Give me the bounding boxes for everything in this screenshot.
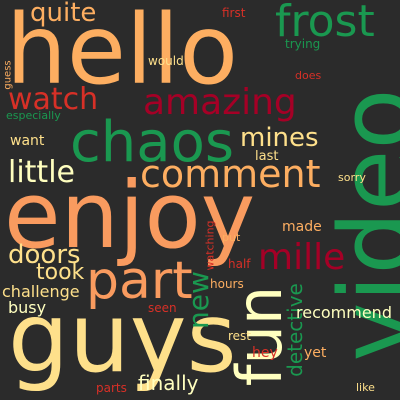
word-mille: mille xyxy=(258,237,346,278)
word-does: does xyxy=(295,69,322,82)
word-doors: doors xyxy=(8,240,81,270)
word-hours: hours xyxy=(210,277,244,291)
word-want: want xyxy=(10,133,45,149)
word-part: part xyxy=(86,251,193,311)
word-comment: comment xyxy=(140,152,321,196)
word-half: half xyxy=(228,257,251,271)
word-enjoy: enjoy xyxy=(4,162,256,269)
word-rest: rest xyxy=(228,329,252,343)
word-seen: seen xyxy=(148,301,177,315)
word-hey: hey xyxy=(252,345,278,361)
word-first: first xyxy=(222,6,246,20)
word-trying: trying xyxy=(285,37,321,51)
word-made: made xyxy=(282,219,322,235)
word-yet: yet xyxy=(304,345,327,361)
word-watch: watch xyxy=(8,82,99,117)
word-challenge: challenge xyxy=(2,282,80,301)
word-like: like xyxy=(356,381,375,394)
word-finally: finally xyxy=(138,371,199,395)
word-sorry: sorry xyxy=(338,171,366,184)
word-guys: guys xyxy=(8,282,237,394)
word-detective: detective xyxy=(282,283,307,377)
word-quite: quite xyxy=(30,0,97,28)
word-last: last xyxy=(255,149,279,164)
word-put: put xyxy=(222,231,241,244)
word-parts: parts xyxy=(96,381,127,395)
word-recommend: recommend xyxy=(296,303,392,322)
word-little: little xyxy=(8,155,75,190)
word-mines: mines xyxy=(240,123,319,153)
word-especially: especially xyxy=(6,109,61,122)
word-took: took xyxy=(36,260,85,285)
word-busy: busy xyxy=(8,298,47,317)
word-hello: hello xyxy=(6,0,238,106)
word-would: would xyxy=(148,54,184,68)
word-new: new xyxy=(181,271,215,329)
word-frost: frost xyxy=(275,0,375,47)
word-watching: watching xyxy=(203,220,217,271)
word-amazing: amazing xyxy=(143,82,297,123)
word-chaos: chaos xyxy=(70,110,235,175)
word-guess: guess xyxy=(2,60,14,90)
